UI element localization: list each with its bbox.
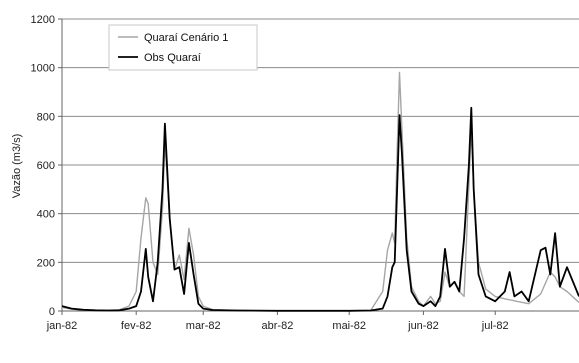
chart-legend: Quaraí Cenário 1 Obs Quaraí: [108, 24, 258, 71]
y-tick-label-600: 600: [37, 160, 55, 172]
x-tick-label-jun-82: jun-82: [407, 320, 439, 332]
series-line-2: [61, 106, 579, 312]
y-axis-title: Vazão (m3/s): [11, 134, 23, 199]
legend-label-series-1: Quaraí Cenário 1: [144, 32, 228, 44]
y-tick-label-1000: 1000: [31, 63, 55, 75]
y-tick-label-200: 200: [37, 257, 55, 269]
chart-series: [61, 71, 579, 312]
chart-axes: 0 200 400 600 800 1000 1200 jan-82 fev-82 mar-82 a…: [31, 14, 579, 332]
x-tick-label-mar-82: mar-82: [186, 320, 221, 332]
y-tick-label-400: 400: [37, 209, 55, 221]
x-tick-label-jan-82: jan-82: [46, 320, 78, 332]
y-tick-label-800: 800: [37, 111, 55, 123]
y-tick-label-0: 0: [49, 306, 55, 318]
legend-label-series-2: Obs Quaraí: [144, 52, 201, 64]
x-tick-label-jul-82: jul-82: [481, 320, 509, 332]
x-tick-label-fev-82: fev-82: [121, 320, 152, 332]
y-tick-label-1200: 1200: [31, 14, 55, 26]
x-tick-label-abr-82: abr-82: [262, 320, 294, 332]
series-line-1: [61, 71, 579, 312]
x-tick-label-mai-82: mai-82: [332, 320, 366, 332]
legend-box: [108, 24, 258, 71]
